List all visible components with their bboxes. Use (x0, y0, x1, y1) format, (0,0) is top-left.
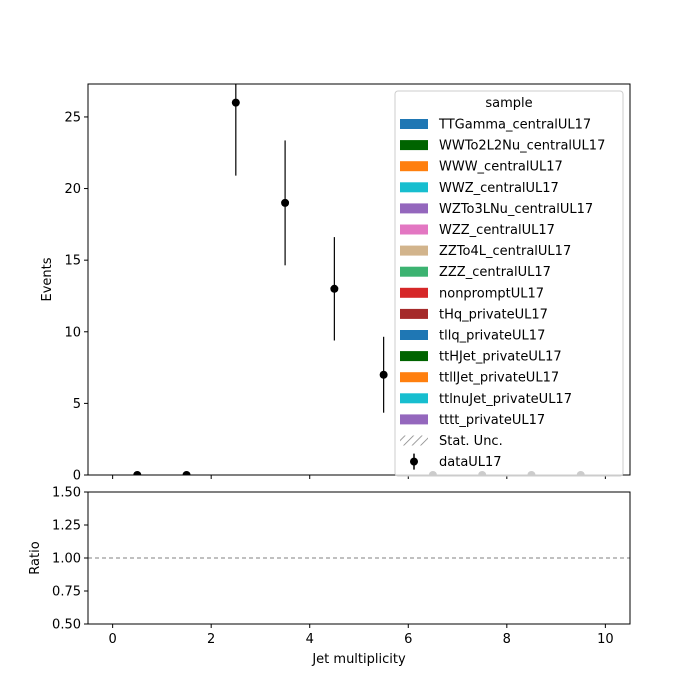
legend-label: WZTo3LNu_centralUL17 (439, 202, 593, 217)
ratio-y-tick-label: 1.50 (52, 486, 81, 501)
legend-item: Stat. Unc. (400, 434, 503, 449)
ratio-y-tick-label: 1.25 (52, 519, 81, 534)
legend-label: tllq_privateUL17 (439, 329, 545, 344)
main-y-tick-label: 0 (73, 469, 81, 484)
ratio-panel: 0.50 0.75 1.00 1.25 1.50 0 2 4 6 8 10 Ratio Jet m… (28, 486, 631, 667)
legend-item: TTGamma_centralUL17 (400, 118, 591, 133)
data-point (182, 471, 191, 475)
main-axes-frame (87, 83, 631, 476)
ratio-y-tick-label: 1.00 (52, 552, 81, 567)
legend-label: WWTo2L2Nu_centralUL17 (439, 139, 605, 154)
main-y-tick-label: 20 (64, 182, 81, 197)
legend-marker (410, 457, 418, 466)
legend-swatch (400, 224, 428, 235)
legend-item: tHq_privateUL17 (400, 307, 548, 322)
legend-swatch (400, 182, 428, 193)
legend-item: dataUL17 (410, 453, 502, 470)
legend-label: dataUL17 (439, 455, 502, 470)
legend: sample TTGamma_centralUL17 WWTo2L2Nu_cent… (394, 90, 624, 477)
legend-item: ZZZ_centralUL17 (400, 265, 551, 280)
legend-label: ttllJet_privateUL17 (439, 371, 559, 386)
ratio-y-ticks: 0.50 0.75 1.00 1.25 1.50 (52, 486, 88, 633)
data-point (281, 198, 290, 207)
legend-label: ttHJet_privateUL17 (439, 350, 562, 365)
legend-label: ZZTo4L_centralUL17 (439, 244, 571, 259)
legend-swatch (400, 372, 428, 383)
ratio-x-ticks: 0 2 4 6 8 10 (108, 624, 614, 647)
legend-label: nonpromptUL17 (439, 286, 544, 301)
legend-item: ttlnuJet_privateUL17 (400, 392, 572, 407)
legend-swatch (400, 351, 428, 362)
legend-item: WZZ_centralUL17 (400, 223, 555, 238)
legend-item: WWTo2L2Nu_centralUL17 (400, 139, 605, 154)
data-point (330, 284, 339, 293)
legend-item: nonpromptUL17 (400, 286, 544, 301)
x-tick-label: 10 (597, 632, 614, 647)
legend-swatch (400, 393, 428, 404)
legend-swatch (400, 330, 428, 340)
main-y-ticks: 0 5 10 15 20 25 (64, 110, 88, 484)
legend-item: ttHJet_privateUL17 (400, 350, 562, 365)
legend-label: WZZ_centralUL17 (439, 223, 555, 238)
legend-item: WWW_centralUL17 (400, 160, 563, 175)
x-tick-label: 2 (207, 632, 215, 647)
ratio-y-axis-label: Ratio (28, 541, 43, 574)
legend-title: sample (485, 96, 532, 111)
x-tick-label: 0 (108, 632, 116, 647)
main-y-axis-label: Events (40, 257, 55, 301)
legend-label: WWZ_centralUL17 (439, 181, 559, 196)
legend-box (394, 90, 624, 477)
legend-label: WWW_centralUL17 (439, 160, 563, 175)
legend-label: ZZZ_centralUL17 (439, 265, 551, 280)
data-point (231, 98, 240, 107)
legend-swatch (400, 119, 428, 129)
legend-swatch (400, 245, 428, 256)
legend-item: tllq_privateUL17 (400, 329, 545, 344)
legend-item: ttllJet_privateUL17 (400, 371, 559, 386)
legend-item: WZTo3LNu_centralUL17 (400, 202, 593, 217)
legend-swatch (400, 414, 428, 425)
legend-item: ZZTo4L_centralUL17 (400, 244, 571, 259)
main-y-tick-label: 25 (64, 110, 81, 125)
legend-item: WWZ_centralUL17 (400, 181, 559, 196)
legend-label: tttt_privateUL17 (439, 413, 545, 428)
legend-swatch (400, 308, 428, 319)
legend-swatch (400, 266, 428, 277)
data-point (133, 471, 142, 475)
legend-hatch-swatch (400, 435, 428, 446)
legend-label: TTGamma_centralUL17 (438, 118, 591, 133)
legend-swatch (400, 287, 428, 298)
main-y-tick-label: 15 (64, 254, 81, 269)
legend-swatch (400, 203, 428, 214)
legend-label: ttlnuJet_privateUL17 (439, 392, 572, 407)
ratio-y-tick-label: 0.75 (52, 585, 81, 600)
legend-label: Stat. Unc. (439, 434, 503, 449)
ratio-y-tick-label: 0.50 (52, 618, 81, 633)
legend-swatch (400, 161, 428, 172)
x-tick-label: 6 (404, 632, 412, 647)
legend-label: tHq_privateUL17 (439, 307, 548, 322)
x-tick-label: 4 (306, 632, 314, 647)
x-tick-label: 8 (503, 632, 511, 647)
legend-swatch (400, 140, 428, 151)
legend-items: TTGamma_centralUL17 WWTo2L2Nu_centralUL17… (400, 118, 605, 470)
main-y-tick-label: 10 (64, 325, 81, 340)
main-y-tick-label: 5 (73, 397, 81, 412)
x-axis-label: Jet multiplicity (311, 652, 406, 667)
data-point (379, 370, 388, 379)
legend-item: tttt_privateUL17 (400, 413, 545, 428)
